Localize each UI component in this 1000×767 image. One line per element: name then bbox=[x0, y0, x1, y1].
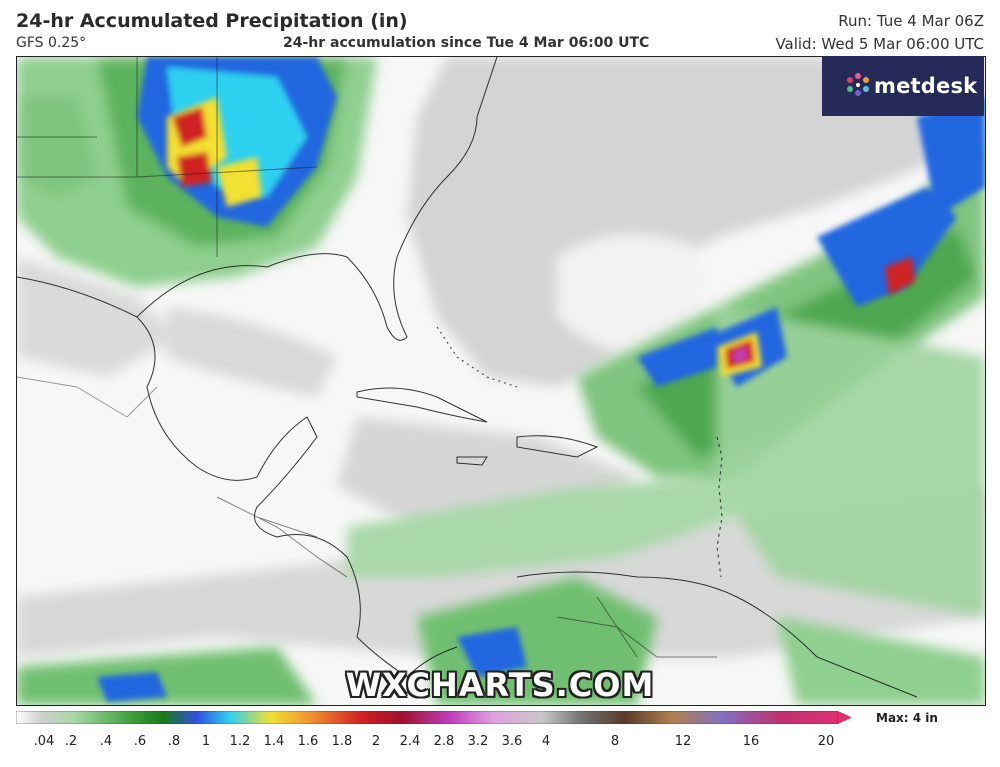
coastlines bbox=[17, 57, 918, 698]
metdesk-logo: metdesk bbox=[822, 56, 984, 116]
colorbar-tick: 8 bbox=[610, 734, 620, 749]
colorbar-tick: .4 bbox=[99, 734, 113, 749]
run-time-label: Run: Tue 4 Mar 06Z bbox=[838, 12, 984, 30]
colorbar-tick: 1.4 bbox=[263, 734, 285, 749]
colorbar-tick: .04 bbox=[33, 734, 55, 749]
chart-title: 24-hr Accumulated Precipitation (in) bbox=[16, 10, 408, 32]
colorbar-tick: 2.8 bbox=[433, 734, 455, 749]
metdesk-logo-text: metdesk bbox=[874, 74, 978, 98]
colorbar-tick: 1.2 bbox=[229, 734, 251, 749]
colorbar-tick: 3.6 bbox=[501, 734, 523, 749]
chart-header: 24-hr Accumulated Precipitation (in) GFS… bbox=[0, 0, 1000, 56]
heavy-precip-cores bbox=[167, 97, 915, 377]
colorbar-tick: 1.6 bbox=[297, 734, 319, 749]
colorbar-tick: .8 bbox=[167, 734, 181, 749]
map-canvas bbox=[17, 57, 985, 705]
colorbar-tick: 3.2 bbox=[467, 734, 489, 749]
colorbar-tick: 20 bbox=[817, 734, 835, 749]
colorbar-tick-labels: .04 .2 .4 .6 .8 1 1.2 1.4 1.6 1.8 2 2.4 … bbox=[0, 734, 1000, 754]
wxcharts-watermark: WXCHARTS.COM bbox=[345, 666, 655, 704]
max-value-label: Max: 4 in bbox=[876, 711, 938, 725]
colorbar-tick: 1.8 bbox=[331, 734, 353, 749]
accumulation-subtitle: 24-hr accumulation since Tue 4 Mar 06:00… bbox=[283, 35, 650, 51]
colorbar-tick: .2 bbox=[64, 734, 78, 749]
colorbar-tick: 12 bbox=[674, 734, 692, 749]
colorbar-tick: 2 bbox=[371, 734, 381, 749]
colorbar-tick: 2.4 bbox=[399, 734, 421, 749]
colorbar-tick: 1 bbox=[201, 734, 211, 749]
colorbar-tick: 16 bbox=[742, 734, 760, 749]
colorbar-tick: .6 bbox=[133, 734, 147, 749]
colorbar-tick: 4 bbox=[541, 734, 551, 749]
precip-colorbar bbox=[16, 711, 852, 724]
model-label: GFS 0.25° bbox=[16, 35, 87, 51]
metdesk-flower-icon bbox=[847, 73, 869, 96]
valid-time-label: Valid: Wed 5 Mar 06:00 UTC bbox=[775, 35, 984, 53]
precipitation-map bbox=[16, 56, 986, 706]
trace-precip-areas bbox=[17, 57, 985, 657]
